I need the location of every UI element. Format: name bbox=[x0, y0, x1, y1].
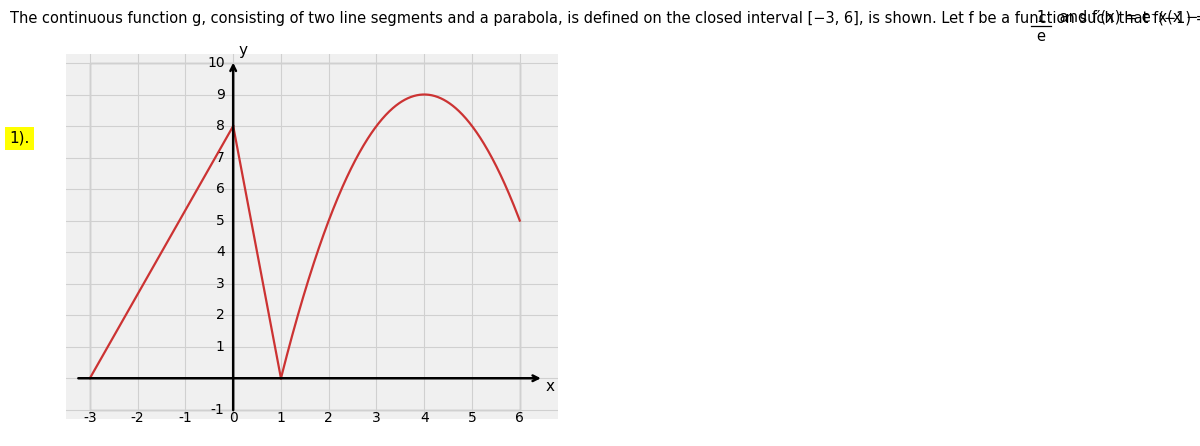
Text: -1: -1 bbox=[179, 411, 192, 425]
Text: 10: 10 bbox=[206, 56, 224, 70]
Text: 1).: 1). bbox=[10, 131, 30, 146]
Text: 3: 3 bbox=[372, 411, 380, 425]
Text: and f′(x) = e⁻x(x −: and f′(x) = e⁻x(x − bbox=[1056, 10, 1199, 25]
Text: 5: 5 bbox=[468, 411, 476, 425]
Text: 1: 1 bbox=[216, 340, 224, 354]
Text: y: y bbox=[239, 43, 248, 58]
Text: x: x bbox=[546, 379, 556, 394]
Text: e: e bbox=[1037, 29, 1045, 44]
Text: 2: 2 bbox=[216, 308, 224, 322]
Text: 5: 5 bbox=[216, 214, 224, 227]
Text: -2: -2 bbox=[131, 411, 144, 425]
Text: 1: 1 bbox=[1037, 10, 1045, 25]
Text: -3: -3 bbox=[83, 411, 97, 425]
Text: 4: 4 bbox=[216, 245, 224, 259]
Text: 2: 2 bbox=[324, 411, 334, 425]
Text: 7: 7 bbox=[216, 151, 224, 165]
Text: 4: 4 bbox=[420, 411, 428, 425]
Text: -1: -1 bbox=[211, 403, 224, 417]
Text: The continuous function g, consisting of two line segments and a parabola, is de: The continuous function g, consisting of… bbox=[10, 11, 1200, 26]
Text: 1: 1 bbox=[276, 411, 286, 425]
Text: 8: 8 bbox=[216, 119, 224, 133]
Text: 9: 9 bbox=[216, 87, 224, 102]
Bar bbox=[90, 63, 520, 410]
Text: 3: 3 bbox=[216, 277, 224, 291]
Text: 6: 6 bbox=[515, 411, 524, 425]
Text: 0: 0 bbox=[229, 411, 238, 425]
Text: 6: 6 bbox=[216, 182, 224, 196]
